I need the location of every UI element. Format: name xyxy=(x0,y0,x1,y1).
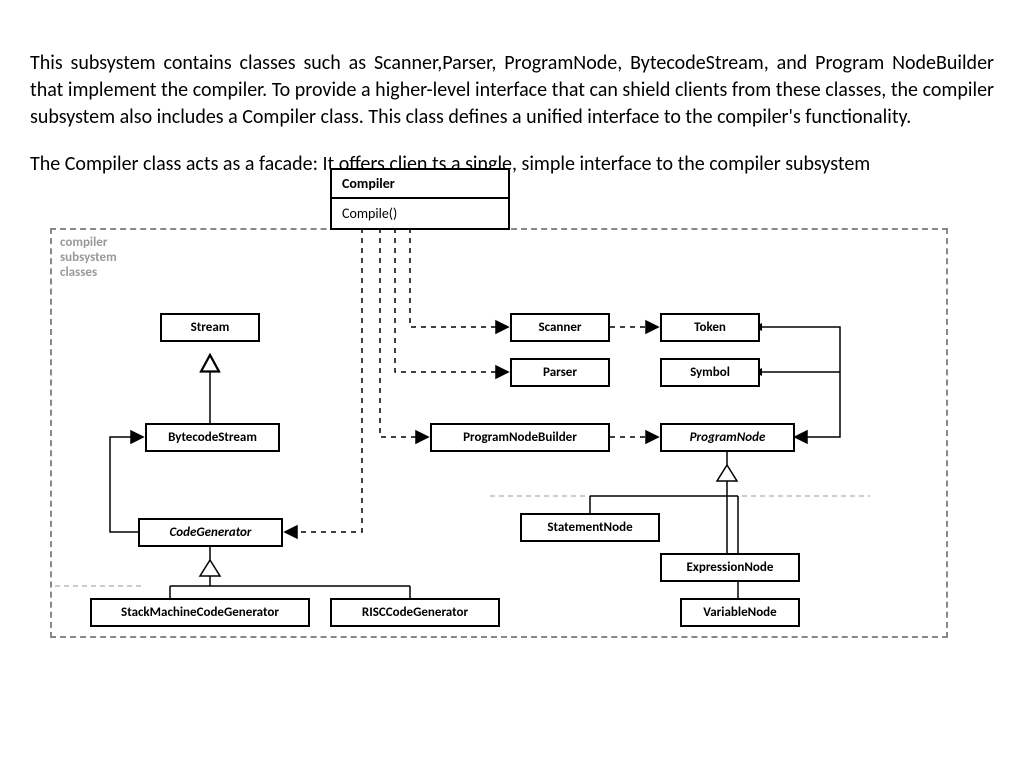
node-parser: Parser xyxy=(510,358,610,387)
node-expressionnode: ExpressionNode xyxy=(660,553,800,582)
node-symbol: Symbol xyxy=(660,358,760,387)
compiler-title: Compiler xyxy=(332,170,508,199)
compiler-method: Compile() xyxy=(332,199,508,228)
node-risccodegenerator: RISCCodeGenerator xyxy=(330,598,500,627)
node-codegenerator: CodeGenerator xyxy=(138,518,283,547)
node-variablenode: VariableNode xyxy=(680,598,800,627)
node-stackmachinecodegenerator: StackMachineCodeGenerator xyxy=(90,598,310,627)
node-token: Token xyxy=(660,313,760,342)
edges-layer xyxy=(50,168,950,648)
class-diagram: compiler subsystem classes Compiler Comp… xyxy=(50,168,950,648)
node-scanner: Scanner xyxy=(510,313,610,342)
node-programnodebuilder: ProgramNodeBuilder xyxy=(430,423,610,452)
node-compiler: Compiler Compile() xyxy=(330,168,510,230)
paragraph-1: This subsystem contains classes such as … xyxy=(30,50,994,131)
node-programnode: ProgramNode xyxy=(660,423,795,452)
node-stream: Stream xyxy=(160,313,260,342)
node-statementnode: StatementNode xyxy=(520,513,660,542)
node-bytecodestream: BytecodeStream xyxy=(145,423,280,452)
